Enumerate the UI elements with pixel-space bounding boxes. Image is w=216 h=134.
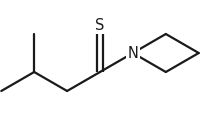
Text: S: S xyxy=(95,18,105,33)
Text: N: N xyxy=(127,46,138,60)
